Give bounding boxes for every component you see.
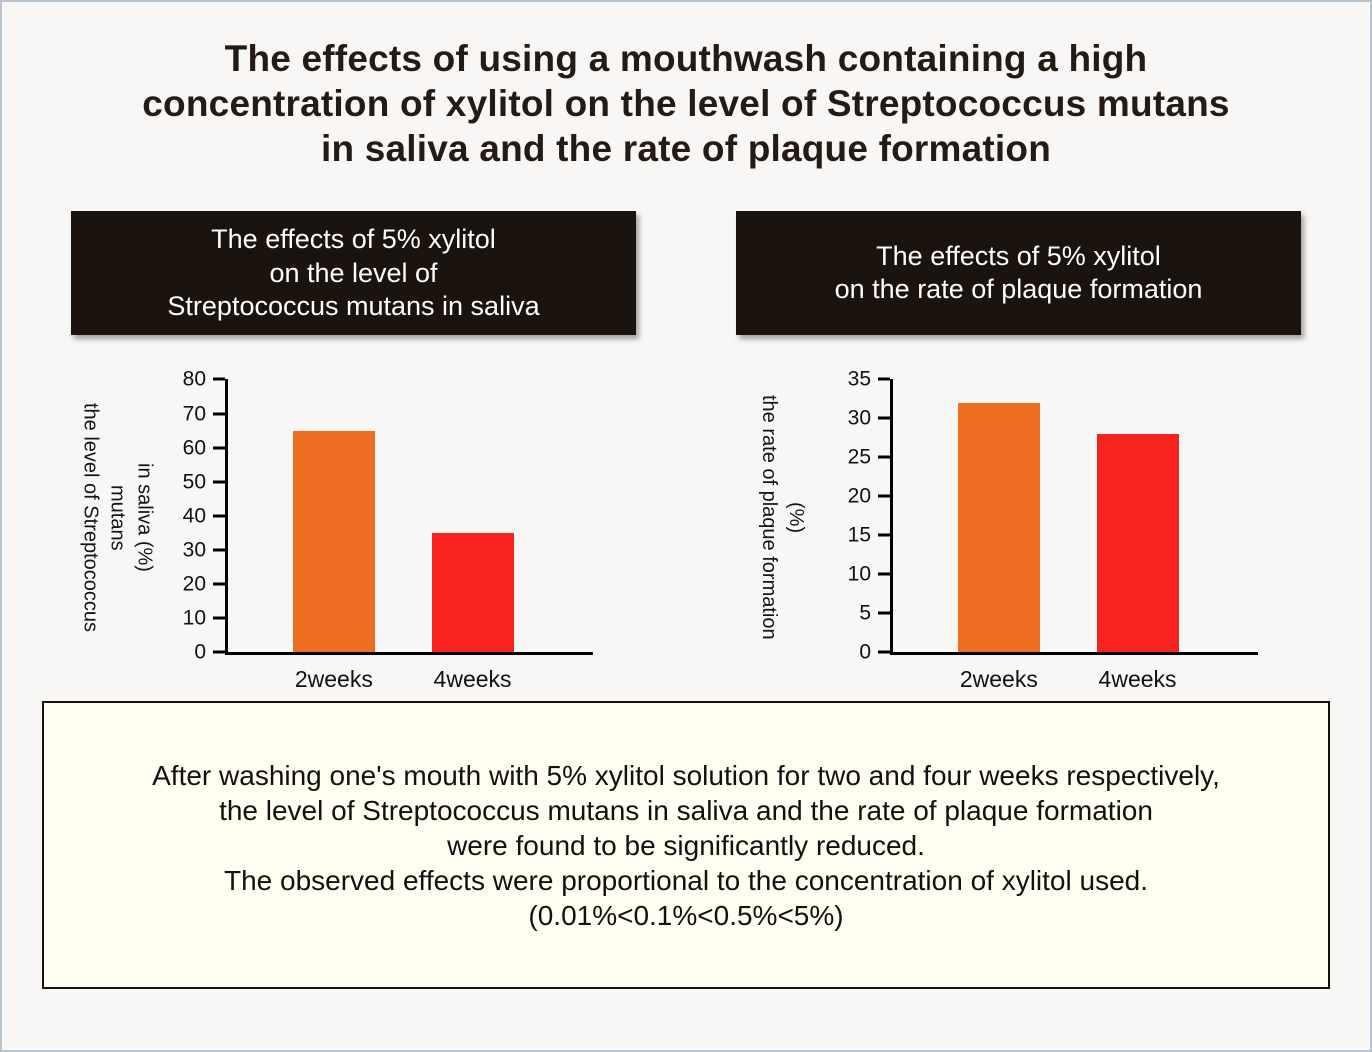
- y-tick: [213, 377, 225, 381]
- y-tick: [213, 446, 225, 450]
- y-tick-label: 15: [847, 523, 871, 547]
- y-tick: [213, 582, 225, 586]
- bar-chart-mutans: 0 10 20 30 40 50 60 70 80 2weeks 4weeks: [183, 369, 593, 692]
- y-tick: [213, 480, 225, 484]
- y-tick: [213, 548, 225, 552]
- plot-area-plaque: 0 5 10 15 20 25 30 35 2weeks 4weeks: [848, 369, 1258, 692]
- y-tick-label: 30: [847, 406, 871, 430]
- y-tick-label: 30: [182, 538, 206, 562]
- chart-body-mutans: the level of Streptococcus mutans in sal…: [71, 369, 636, 692]
- y-tick-label: 60: [182, 436, 206, 460]
- y-tick: [878, 494, 890, 498]
- y-tick: [213, 514, 225, 518]
- y-tick-label: 5: [859, 601, 871, 625]
- y-axis-label-mutans: the level of Streptococcus mutans in sal…: [79, 402, 156, 632]
- y-tick: [213, 412, 225, 415]
- page-title: The effects of using a mouthwash contain…: [142, 38, 1230, 170]
- y-tick-label: 20: [182, 572, 206, 596]
- y-tick-label: 0: [859, 640, 871, 664]
- summary-note: After washing one's mouth with 5% xylito…: [42, 701, 1330, 990]
- y-tick-label: 70: [182, 402, 206, 425]
- y-tick: [878, 377, 890, 381]
- y-tick-label: 80: [182, 367, 206, 391]
- chart-header-mutans: The effects of 5% xylitol on the level o…: [71, 211, 636, 336]
- y-tick: [878, 650, 890, 654]
- bar-4weeks: [431, 532, 514, 653]
- x-category-label: 2weeks: [294, 666, 373, 693]
- bar-2weeks: [957, 402, 1040, 653]
- y-tick: [878, 572, 890, 576]
- y-tick-label: 40: [182, 504, 206, 528]
- y-tick: [878, 416, 890, 420]
- charts-row: The effects of 5% xylitol on the level o…: [2, 211, 1370, 692]
- y-tick-label: 25: [847, 445, 871, 469]
- chart-panel-mutans: The effects of 5% xylitol on the level o…: [71, 211, 636, 692]
- y-tick-label: 50: [182, 470, 206, 494]
- y-tick-label: 35: [847, 367, 871, 391]
- bar-4weeks: [1096, 433, 1179, 653]
- y-tick: [213, 616, 225, 620]
- y-tick-label: 20: [847, 484, 871, 508]
- chart-panel-plaque: The effects of 5% xylitol on the rate of…: [736, 211, 1301, 692]
- y-tick-label: 10: [847, 562, 871, 586]
- y-tick-label: 0: [194, 640, 206, 664]
- y-tick: [213, 650, 225, 654]
- x-category-label: 2weeks: [959, 666, 1038, 693]
- y-tick: [878, 533, 890, 537]
- chart-header-plaque: The effects of 5% xylitol on the rate of…: [736, 211, 1301, 336]
- bar-2weeks: [292, 430, 375, 653]
- x-category-label: 4weeks: [1098, 666, 1177, 693]
- bar-chart-plaque: 0 5 10 15 20 25 30 35 2weeks 4weeks: [848, 369, 1258, 692]
- y-tick: [878, 611, 890, 615]
- y-tick-label: 10: [182, 606, 206, 630]
- x-category-label: 4weeks: [433, 666, 512, 693]
- chart-body-plaque: the rate of plaque formation (%) 0 5 10 15 2…: [736, 369, 1301, 692]
- y-axis-label-plaque: the rate of plaque formation (%): [758, 395, 807, 640]
- y-tick: [878, 455, 890, 459]
- plot-area-mutans: 0 10 20 30 40 50 60 70 80 2weeks 4weeks: [183, 369, 593, 692]
